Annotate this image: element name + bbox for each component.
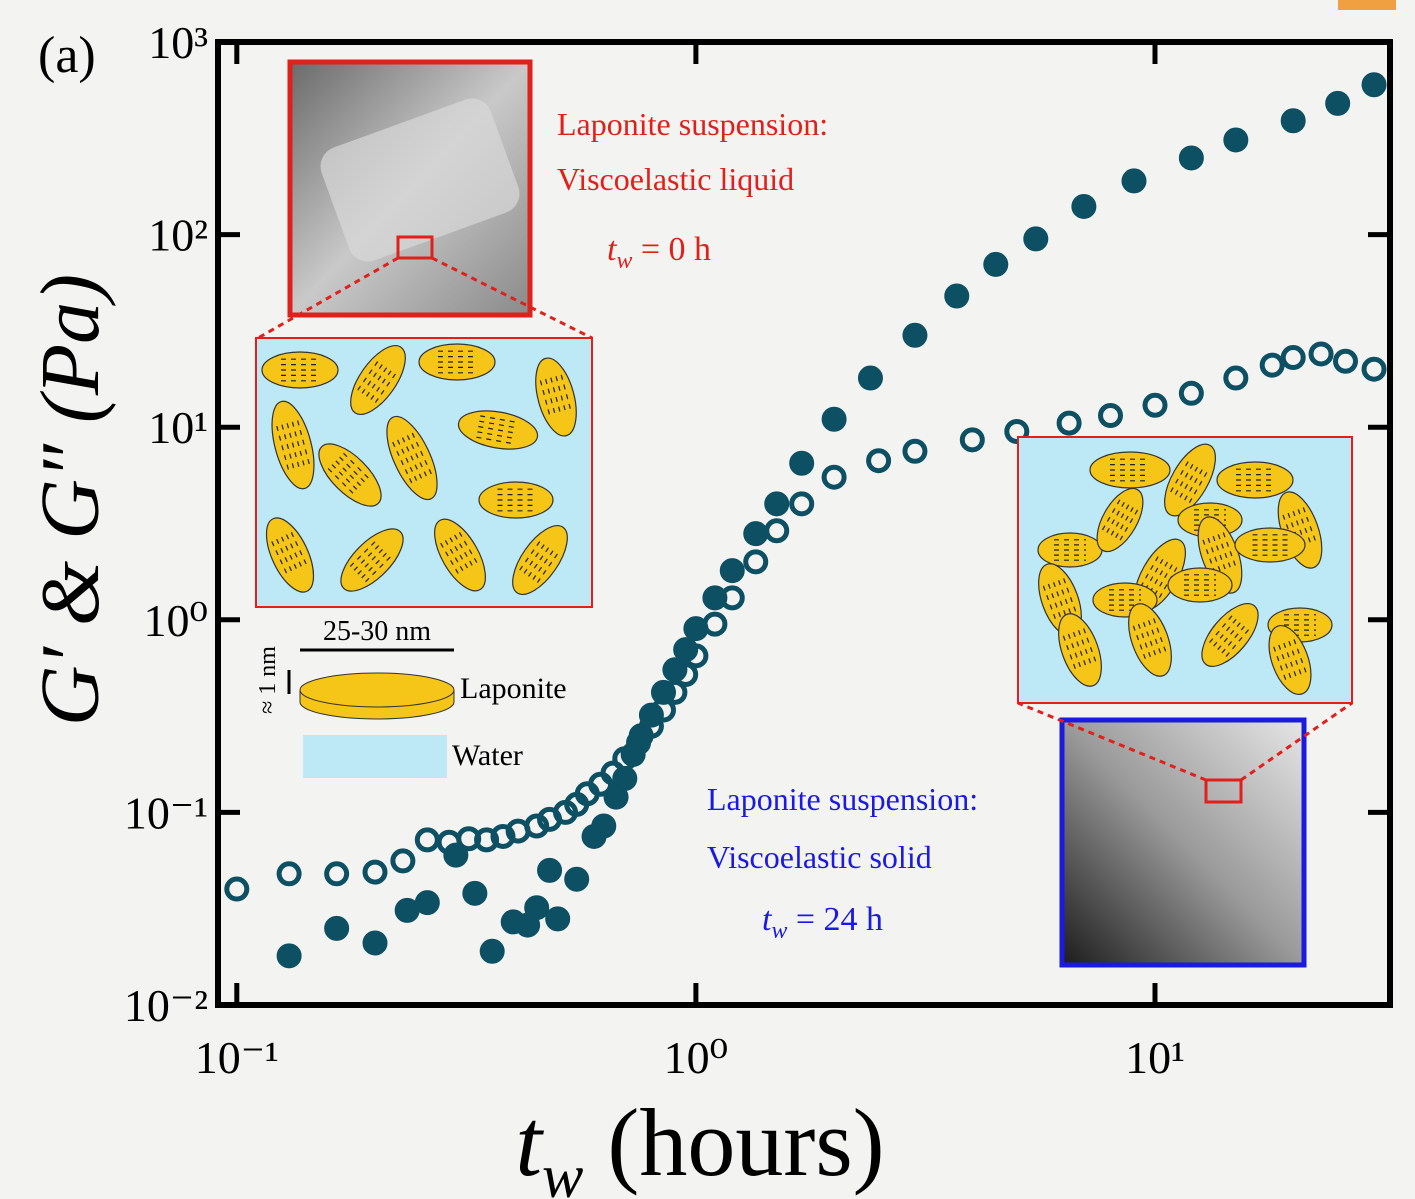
annotation-sub: w [616, 248, 632, 274]
y-tick-label: 10⁰ [144, 595, 208, 646]
annotation-rest: = 24 h [787, 901, 883, 938]
filled-marker [480, 939, 504, 963]
x-axis-label-sub: w [542, 1143, 583, 1199]
annotation: Laponite suspension: [707, 781, 978, 817]
filled-marker [720, 559, 744, 583]
filled-marker [744, 522, 768, 546]
filled-marker [903, 323, 927, 347]
filled-marker [1281, 109, 1305, 133]
y-tick-label: 10¹ [148, 402, 208, 453]
photo-solid [1062, 720, 1304, 965]
filled-marker [546, 907, 570, 931]
disc [1038, 533, 1102, 567]
annotation: Laponite suspension: [557, 106, 828, 142]
filled-marker [538, 858, 562, 882]
annotation: Laponite [460, 672, 567, 705]
water-swatch [303, 735, 447, 778]
y-tick-label: 10⁻² [124, 980, 208, 1031]
annotation: Viscoelastic solid [707, 839, 932, 875]
filled-marker [277, 944, 301, 968]
filled-marker [1224, 128, 1248, 152]
x-axis-label-rest: (hours) [583, 1089, 884, 1196]
filled-marker [822, 407, 846, 431]
filled-marker [1122, 169, 1146, 193]
filled-marker [463, 881, 487, 905]
disc [1217, 462, 1293, 498]
filled-marker [363, 931, 387, 955]
annotation-rest: = 0 h [632, 231, 711, 268]
x-axis-label-main: t [515, 1089, 544, 1196]
filled-marker [592, 814, 616, 838]
y-tick-label: 10² [148, 210, 208, 261]
filled-marker [1024, 227, 1048, 251]
disc [1168, 568, 1232, 602]
disc [1235, 528, 1305, 562]
disc [419, 344, 495, 380]
filled-marker [325, 916, 349, 940]
filled-marker [415, 891, 439, 915]
x-tick-label: 10⁻¹ [195, 1032, 279, 1083]
annotation-sub: w [771, 918, 787, 944]
filled-marker [1326, 91, 1350, 115]
x-tick-label: 10⁰ [664, 1032, 728, 1083]
filled-marker [1362, 73, 1386, 97]
disc [262, 352, 338, 388]
filled-marker [765, 492, 789, 516]
filled-marker [858, 366, 882, 390]
annotation: 25-30 nm [323, 616, 431, 647]
annotation: Water [452, 739, 523, 772]
filled-marker [1072, 194, 1096, 218]
y-tick-label: 10³ [148, 17, 208, 68]
y-axis-label: G′ & G″ (Pa) [24, 274, 117, 726]
annotation: Viscoelastic liquid [557, 161, 794, 197]
annotation: ≈ 1 nm [255, 646, 281, 714]
filled-marker [565, 867, 589, 891]
filled-marker [945, 284, 969, 308]
x-tick-label: 10¹ [1125, 1032, 1185, 1083]
filled-marker [790, 451, 814, 475]
filled-marker [1179, 146, 1203, 170]
corner-tab [1338, 0, 1396, 10]
panel-label: (a) [38, 27, 96, 84]
disc-top [300, 673, 454, 707]
filled-marker [984, 252, 1008, 276]
filled-marker [525, 896, 549, 920]
y-tick-label: 10⁻¹ [124, 787, 208, 838]
figure: 10⁻²10⁻¹10⁰10¹10²10³10⁻¹10⁰10¹ (a) G′ & … [0, 0, 1415, 1199]
disc [479, 482, 553, 518]
